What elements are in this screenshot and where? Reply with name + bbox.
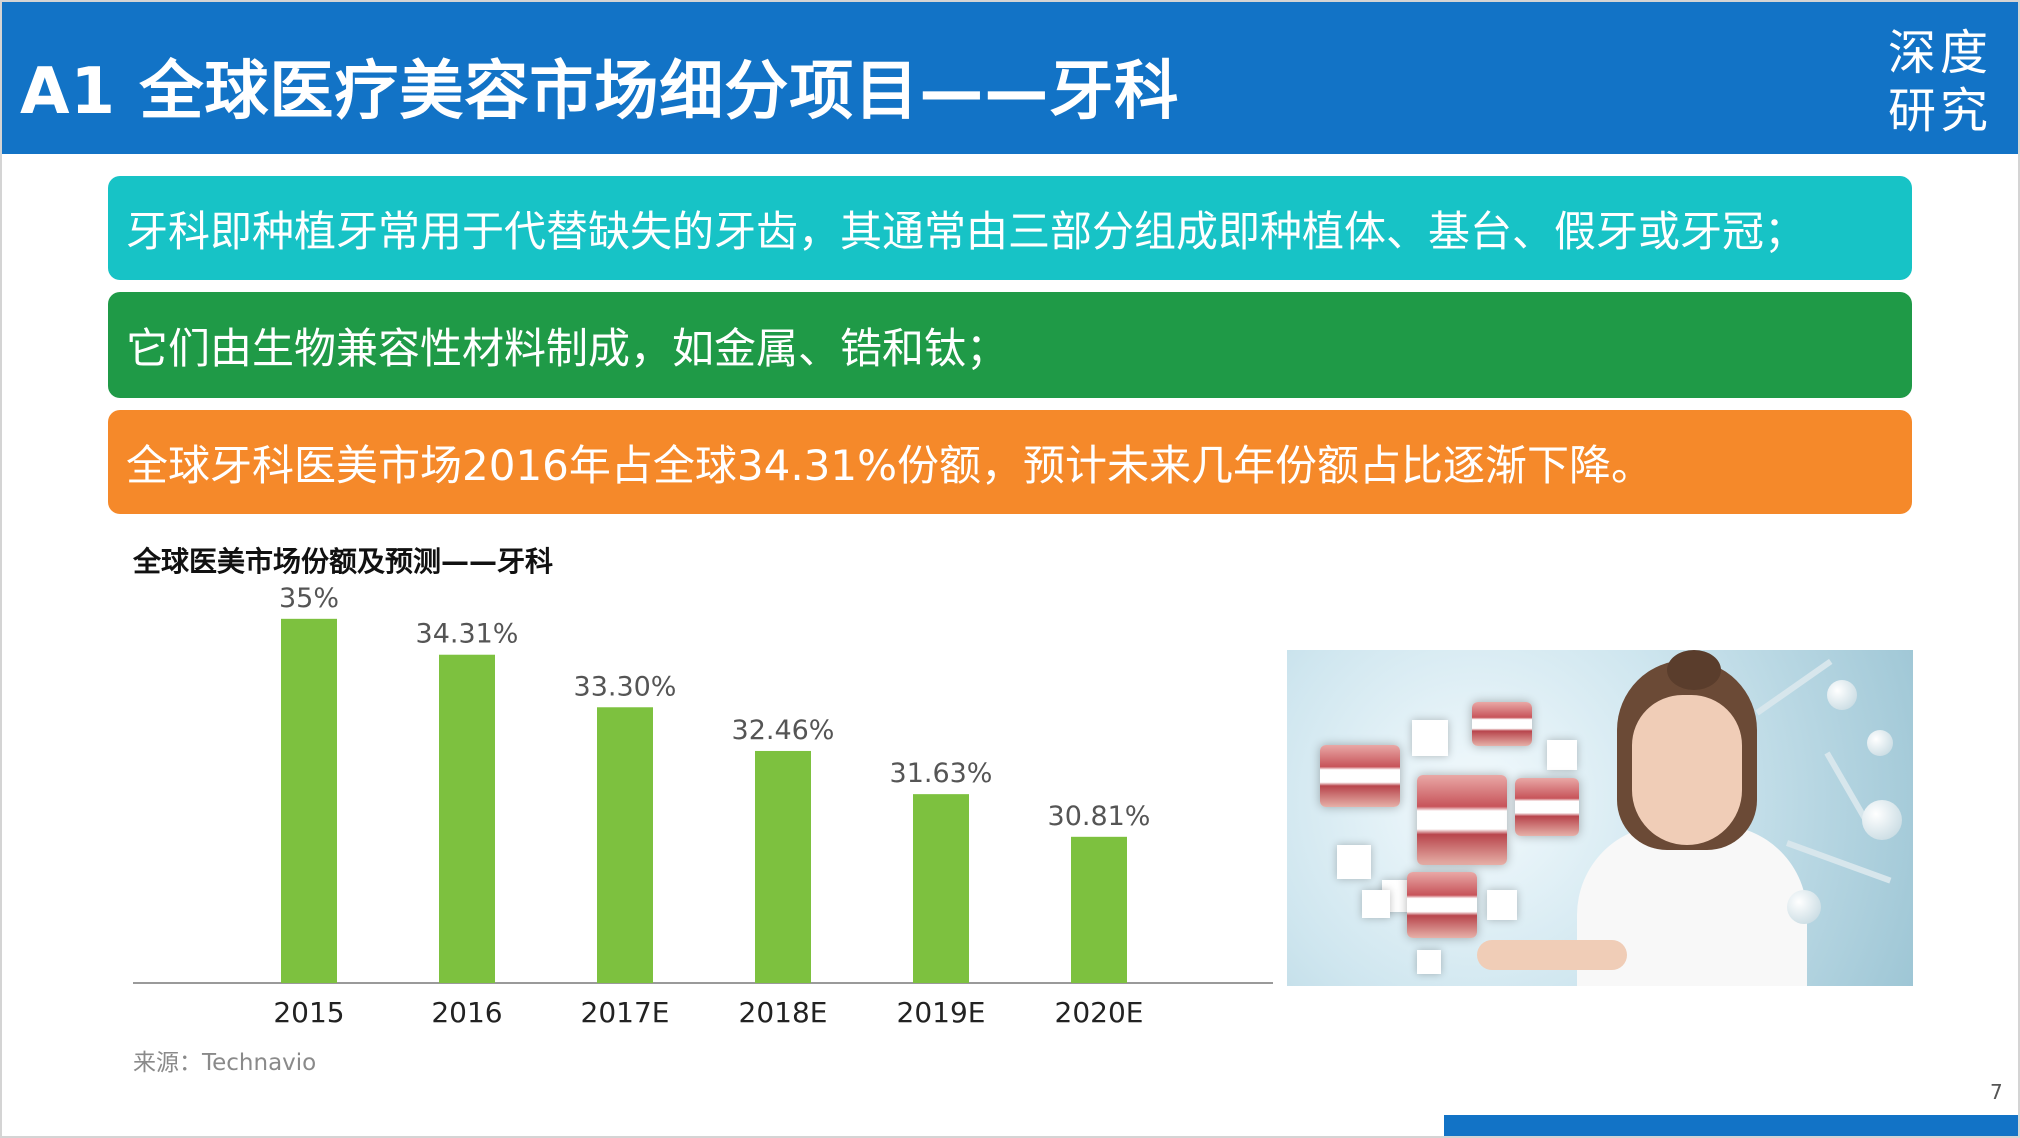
header-bar: A1 全球医疗美容市场细分项目——牙科 深度 研究 [2,2,2018,154]
tile [1362,890,1390,918]
molecule-sphere [1827,680,1857,710]
smiling-woman-teeth-photo-icon [1287,650,1913,986]
smile-photo-3 [1417,775,1507,865]
smile-photo-2 [1472,702,1532,746]
smile-photo-1 [1320,745,1400,807]
logo-line-1: 深度 [1888,25,1993,81]
page-title: A1 全球医疗美容市场细分项目——牙科 [20,55,1180,129]
source-note: 来源：Technavio [133,1050,317,1076]
tile [1547,740,1577,770]
woman-face [1632,695,1742,845]
footer-accent-bar [1444,1115,2018,1136]
smile-photo-5 [1407,872,1477,938]
woman-hand [1477,940,1627,970]
molecule-bond [1785,840,1892,884]
tile [1337,845,1371,879]
tile [1417,950,1441,974]
woman-hair-bun [1667,650,1721,690]
molecule-sphere [1787,890,1821,924]
info-band-3: 全球牙科医美市场2016年占全球34.31%份额，预计未来几年份额占比逐渐下降。 [108,410,1912,514]
info-band-2: 它们由生物兼容性材料制成，如金属、锆和钛； [108,292,1912,398]
page-number: 7 [1990,1080,2003,1104]
logo-line-2: 研究 [1888,83,1993,139]
molecule-bond [1755,658,1833,716]
molecule-sphere [1867,730,1893,756]
molecule-sphere [1862,800,1902,840]
brand-logo: 深度 研究 [1888,24,1996,140]
chart-title: 全球医美市场份额及预测——牙科 [133,545,554,578]
tile [1487,890,1517,920]
info-band-1: 牙科即种植牙常用于代替缺失的牙齿，其通常由三部分组成即种植体、基台、假牙或牙冠； [108,176,1912,280]
tile [1412,720,1448,756]
smile-photo-4 [1515,778,1579,836]
